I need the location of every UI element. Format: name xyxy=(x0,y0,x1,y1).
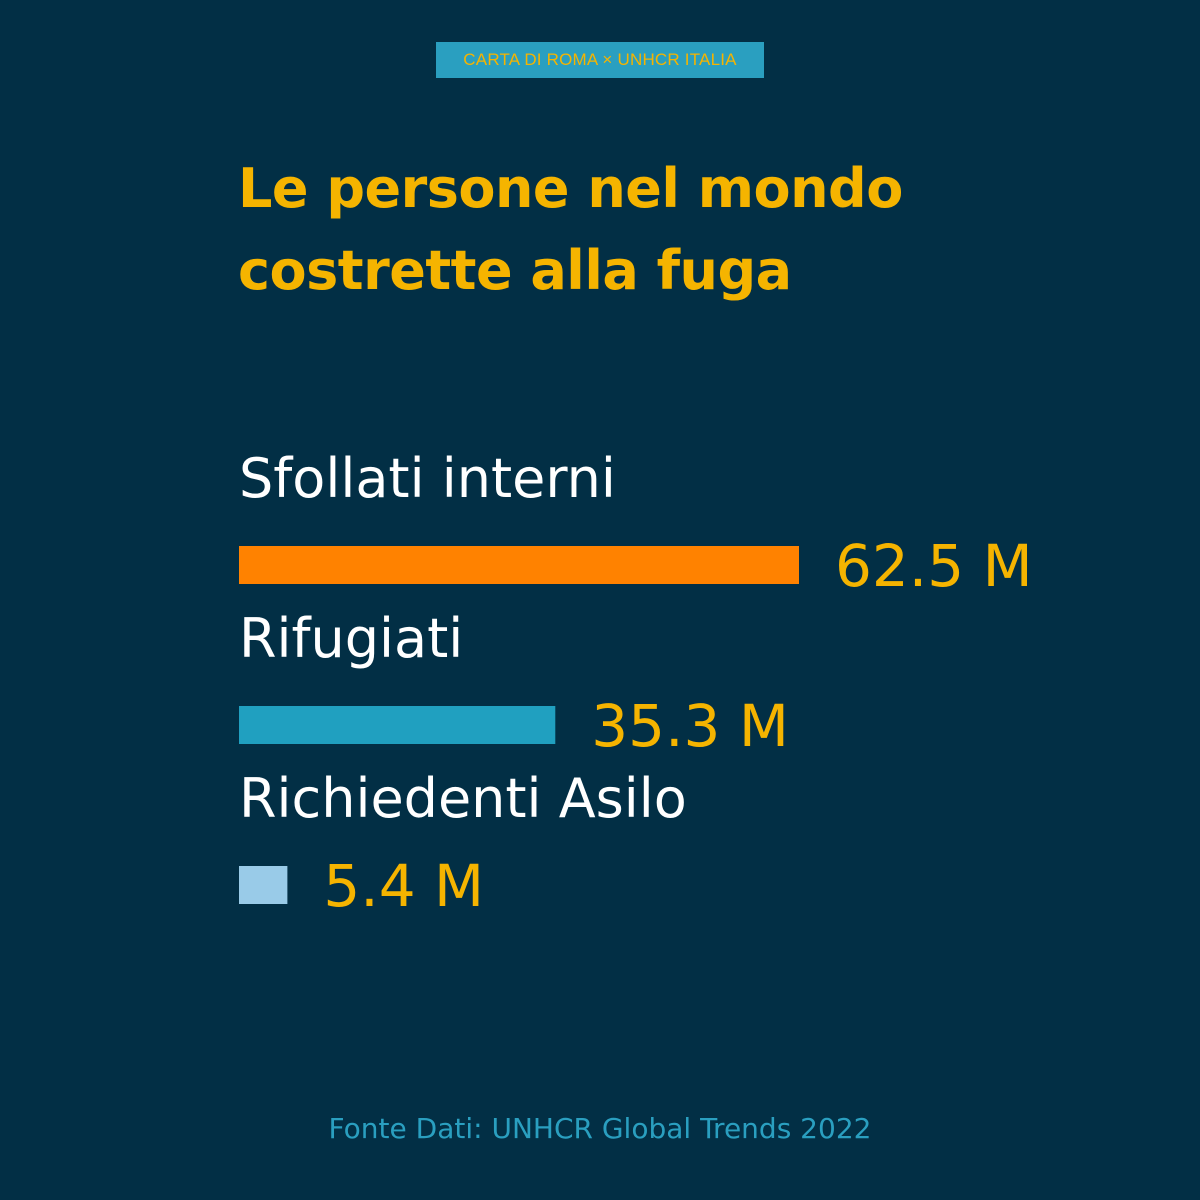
bar-sfollati-interni xyxy=(239,546,799,584)
value-label-rifugiati: 35.3 M xyxy=(591,692,789,760)
category-label-sfollati-interni: Sfollati interni xyxy=(239,447,616,510)
value-label-richiedenti-asilo: 5.4 M xyxy=(323,852,484,920)
category-label-richiedenti-asilo: Richiedenti Asilo xyxy=(239,767,687,830)
header-tag: CARTA DI ROMA × UNHCR ITALIA xyxy=(436,42,764,78)
title-line-1: Le persone nel mondo xyxy=(238,157,903,220)
chart-title: Le persone nel mondo costrette alla fuga xyxy=(238,148,1138,312)
bar-chart: Sfollati interni 62.5 M Rifugiati 35.3 M Ric… xyxy=(239,447,1033,920)
value-label-sfollati-interni: 62.5 M xyxy=(835,532,1033,600)
title-line-2: costrette alla fuga xyxy=(238,239,792,302)
bar-richiedenti-asilo xyxy=(239,866,288,904)
category-label-rifugiati: Rifugiati xyxy=(239,607,463,670)
source-note: Fonte Dati: UNHCR Global Trends 2022 xyxy=(328,1112,872,1145)
bar-rifugiati xyxy=(239,706,556,744)
